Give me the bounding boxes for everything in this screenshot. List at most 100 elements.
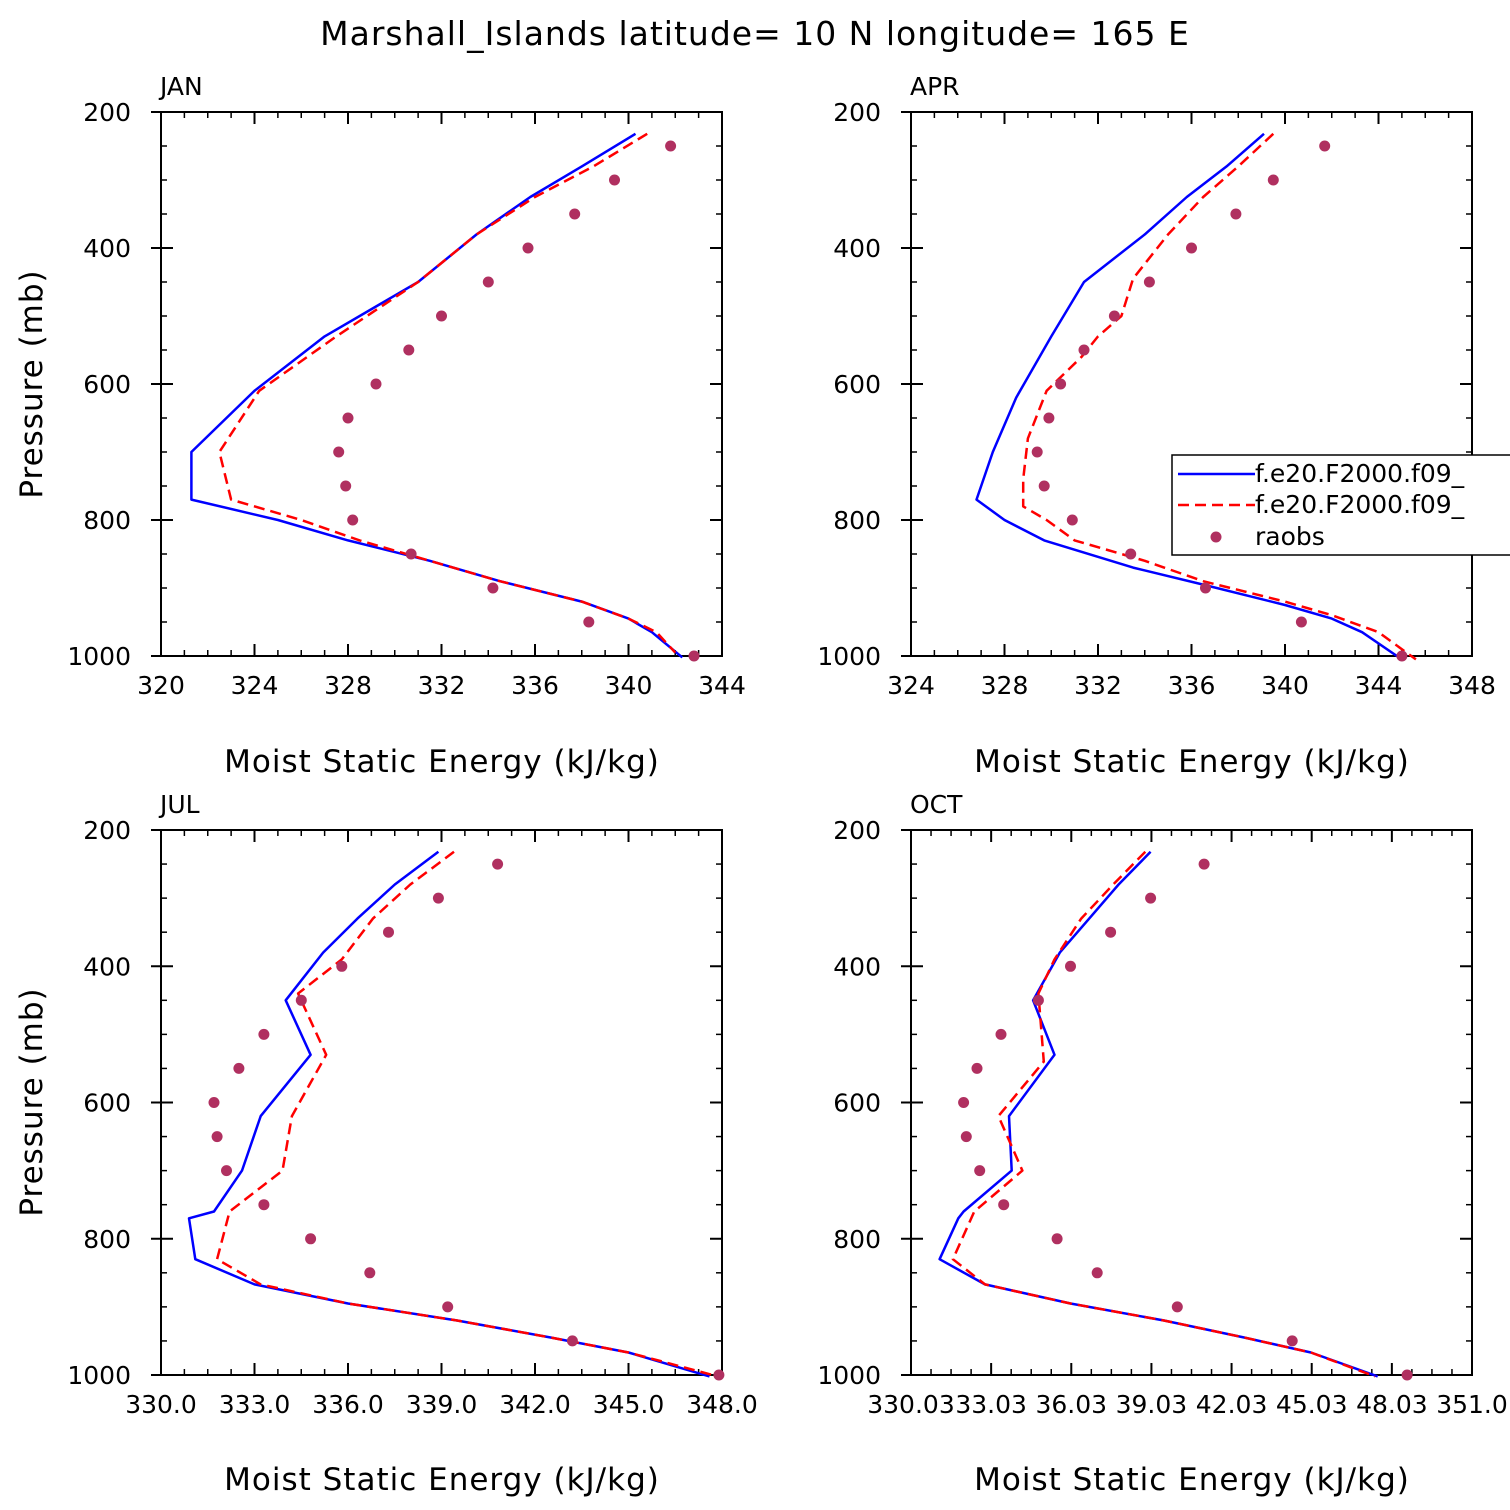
y-tick-label: 200: [83, 816, 131, 845]
plot-area-apr: 324 328 332 336 340 344 348 200 400 600 800 1000: [817, 98, 1495, 700]
plot-frame-jan: [160, 111, 723, 657]
raobs-point-jan: [405, 548, 417, 560]
x-tick-label: 340: [605, 671, 653, 700]
raobs-point-jan: [665, 140, 677, 152]
panel-label-jul: JUL: [158, 790, 200, 819]
plot-area-jan: 320 324 328 332 336 340 344 200 400 600 800 1000: [67, 98, 745, 700]
raobs-point-oct: [1286, 1335, 1298, 1347]
raobs-point-jan: [370, 378, 382, 390]
x-tick-label: 45.03: [1276, 1390, 1348, 1419]
raobs-point-jul: [258, 1199, 270, 1211]
raobs-point-jul: [208, 1097, 220, 1108]
x-tick-label: 342.0: [499, 1390, 571, 1419]
raobs-point-jan: [583, 616, 595, 628]
x-tick-label: 324: [887, 671, 935, 700]
x-tick-label: 328: [981, 671, 1029, 700]
raobs-point-jul: [211, 1131, 223, 1143]
raobs-point-jan: [333, 446, 345, 458]
legend-label-series-1: f.e20.F2000.f09_: [1255, 459, 1465, 488]
y-tick-label: 800: [83, 1225, 131, 1254]
y-tick-label: 600: [833, 370, 881, 399]
raobs-point-jul: [295, 994, 307, 1006]
raobs-point-apr: [1186, 242, 1197, 254]
panel-oct: OCT 330.03 33.03 36.03 39.03 42.03 45.03 48.03…: [817, 790, 1507, 1498]
raobs-point-oct: [1171, 1301, 1183, 1313]
legend-label-series-2: f.e20.F2000.f09_: [1255, 490, 1465, 519]
raobs-point-jan: [688, 650, 700, 662]
raobs-point-jan: [403, 344, 415, 356]
raobs-point-apr: [1066, 514, 1078, 526]
y-tick-label: 200: [833, 98, 881, 127]
series-1-line-apr: [975, 132, 1403, 661]
x-tick-label: 345.0: [593, 1390, 665, 1419]
x-axis-label-jul: Moist Static Energy (kJ/kg): [224, 1462, 660, 1498]
x-tick-label: 336: [1168, 671, 1216, 700]
raobs-point-oct: [1091, 1267, 1103, 1279]
y-tick-label: 200: [833, 816, 881, 845]
raobs-point-jul: [492, 858, 504, 870]
raobs-point-jul: [364, 1267, 376, 1279]
raobs-point-oct: [995, 1028, 1007, 1040]
raobs-point-jul: [442, 1301, 454, 1313]
panel-label-jan: JAN: [158, 72, 203, 101]
raobs-point-jan: [609, 174, 620, 186]
x-tick-label: 39.03: [1116, 1390, 1188, 1419]
raobs-point-jul: [221, 1165, 232, 1177]
legend-box: [1171, 454, 1510, 556]
legend-swatch-raobs: [1210, 531, 1222, 543]
raobs-point-apr: [1267, 174, 1279, 186]
y-tick-label: 400: [83, 952, 131, 981]
legend-label-raobs: raobs: [1255, 522, 1325, 551]
panel-apr: APR 324 328 332 336 340 344 348 200 400 600 800 100…: [817, 72, 1510, 780]
raobs-point-apr: [1031, 446, 1043, 458]
raobs-point-oct: [1198, 858, 1210, 870]
series-1-line-jan: [190, 132, 684, 659]
raobs-point-jul: [713, 1369, 725, 1381]
plot-frame-oct: [910, 829, 1473, 1376]
y-tick-label: 1000: [817, 642, 881, 671]
raobs-point-jul: [305, 1233, 317, 1245]
plot-area-jul: 330.0 333.0 336.0 339.0 342.0 345.0 348.0 200 40…: [67, 816, 757, 1419]
y-axis-label-jan: Pressure (mb): [14, 269, 50, 498]
y-tick-label: 600: [833, 1089, 881, 1118]
raobs-point-jan: [436, 310, 447, 322]
x-tick-label: 332: [418, 671, 466, 700]
raobs-point-apr: [1319, 140, 1331, 152]
y-tick-label: 200: [83, 98, 131, 127]
x-tick-label: 348: [1448, 671, 1496, 700]
raobs-point-jul: [336, 960, 348, 972]
raobs-point-oct: [1145, 892, 1157, 904]
x-tick-label: 332: [1074, 671, 1122, 700]
plot-frame-jul: [160, 829, 723, 1376]
raobs-point-oct: [1032, 994, 1044, 1006]
legend: f.e20.F2000.f09_ f.e20.F2000.f09_ raobs: [1171, 454, 1510, 556]
x-tick-label: 339.0: [406, 1390, 478, 1419]
series-2-line-jul: [215, 850, 713, 1377]
panel-jan: JAN 320 324 328 332 336 340 344 200 400 600 800 100…: [14, 72, 746, 780]
x-tick-label: 324: [231, 671, 279, 700]
x-tick-label: 48.03: [1356, 1390, 1428, 1419]
raobs-point-oct: [1401, 1369, 1413, 1381]
x-axis-label-jan: Moist Static Energy (kJ/kg): [224, 744, 660, 780]
raobs-point-jan: [569, 208, 581, 220]
y-tick-label: 800: [833, 1225, 881, 1254]
x-tick-label: 328: [324, 671, 372, 700]
raobs-point-oct: [971, 1062, 983, 1074]
raobs-point-oct: [998, 1199, 1010, 1211]
raobs-point-jan: [347, 514, 359, 526]
raobs-point-apr: [1038, 480, 1050, 492]
y-tick-label: 400: [833, 952, 881, 981]
x-axis-label-apr: Moist Static Energy (kJ/kg): [974, 744, 1410, 780]
plot-area-oct: 330.03 33.03 36.03 39.03 42.03 45.03 48.03 351.…: [817, 816, 1507, 1419]
raobs-point-jul: [566, 1335, 578, 1347]
x-tick-label: 330.03: [867, 1390, 954, 1419]
raobs-point-jul: [383, 926, 394, 938]
y-tick-label: 400: [83, 234, 131, 263]
raobs-point-apr: [1143, 276, 1155, 288]
raobs-point-apr: [1078, 344, 1090, 356]
y-tick-label: 1000: [67, 642, 131, 671]
raobs-point-oct: [1105, 926, 1117, 938]
x-tick-label: 42.03: [1196, 1390, 1268, 1419]
x-tick-label: 330.0: [125, 1390, 197, 1419]
raobs-point-apr: [1200, 582, 1211, 594]
